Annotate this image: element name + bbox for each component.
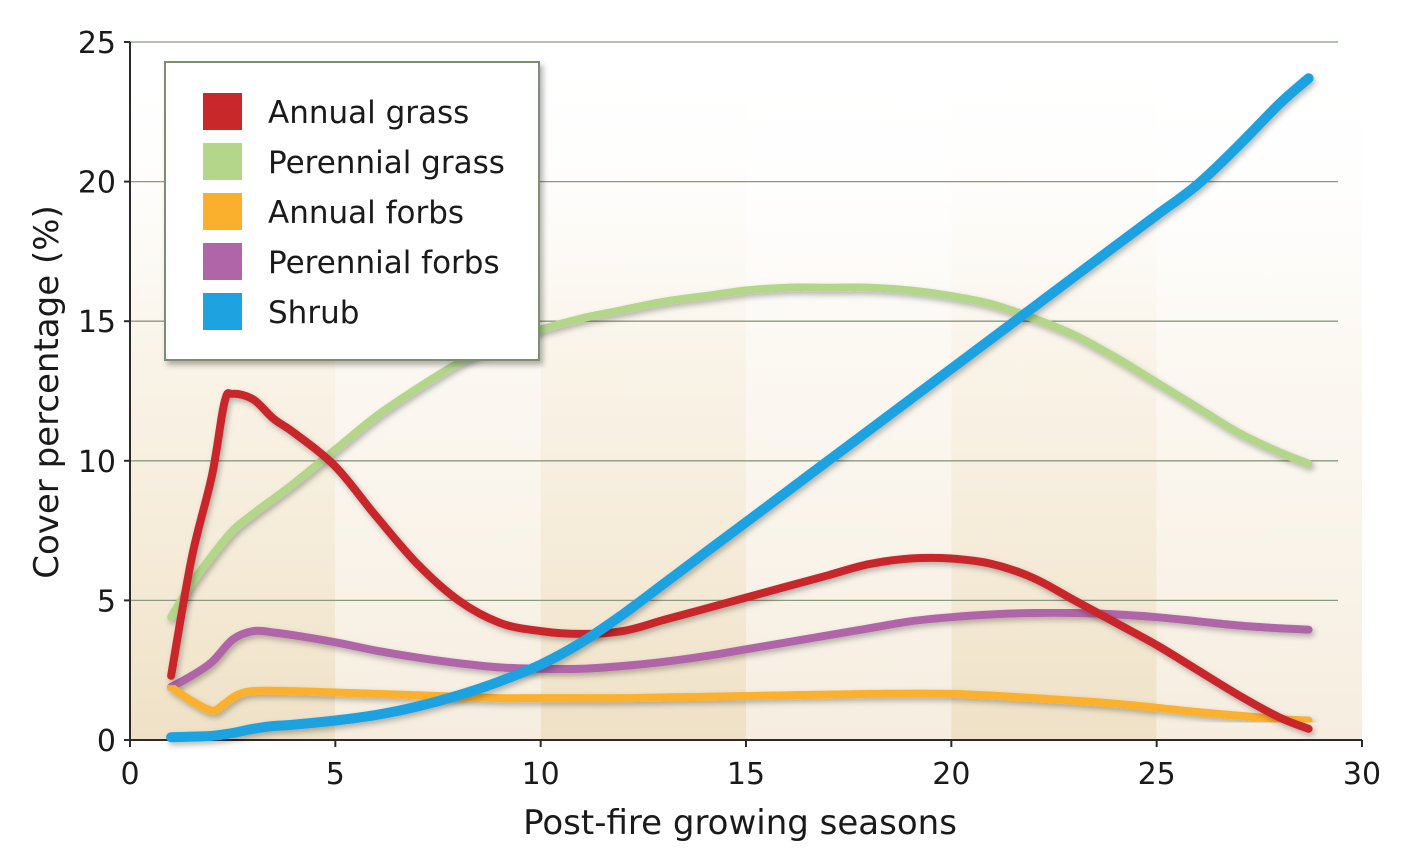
legend-swatch-perennial-grass bbox=[203, 143, 242, 180]
y-tick-label: 25 bbox=[78, 26, 116, 61]
background-band bbox=[951, 52, 1157, 740]
x-axis-title: Post-fire growing seasons bbox=[523, 803, 957, 843]
series-lines bbox=[166, 73, 1314, 743]
x-tick-label: 15 bbox=[727, 757, 765, 792]
legend-label-annual-forbs: Annual forbs bbox=[268, 195, 464, 231]
legend-swatch-annual-grass bbox=[203, 93, 242, 130]
x-tick-label: 5 bbox=[326, 757, 345, 792]
y-axis-title: Cover percentage (%) bbox=[27, 205, 67, 579]
legend-label-perennial-forbs: Perennial forbs bbox=[268, 245, 500, 281]
series-line-shrub bbox=[166, 73, 1314, 743]
series-line-perennial-forbs bbox=[167, 608, 1313, 691]
legend-label-annual-grass: Annual grass bbox=[268, 95, 469, 131]
legend-swatch-annual-forbs bbox=[203, 193, 242, 230]
legend-swatch-perennial-forbs bbox=[203, 243, 242, 280]
series-line-annual-forbs bbox=[167, 683, 1313, 725]
x-tick-label: 10 bbox=[522, 757, 560, 792]
x-tick-label: 25 bbox=[1138, 757, 1176, 792]
series-line-annual-grass bbox=[167, 389, 1313, 733]
y-axis-ticks: 0 5 10 15 20 25 bbox=[78, 26, 130, 759]
series-line-perennial-grass bbox=[167, 283, 1313, 622]
legend-swatch-shrub bbox=[203, 293, 242, 330]
legend-label-shrub: Shrub bbox=[268, 295, 359, 331]
legend: Annual grass Perennial grass Annual forbs P… bbox=[164, 61, 540, 361]
y-tick-label: 15 bbox=[78, 305, 116, 340]
x-tick-label: 0 bbox=[120, 757, 139, 792]
background-band bbox=[1156, 52, 1362, 740]
x-tick-label: 30 bbox=[1343, 757, 1381, 792]
y-tick-label: 0 bbox=[97, 724, 116, 759]
legend-label-perennial-grass: Perennial grass bbox=[268, 145, 505, 181]
x-tick-label: 20 bbox=[932, 757, 970, 792]
y-tick-label: 20 bbox=[78, 166, 116, 201]
x-axis-ticks: 0 5 10 15 20 25 30 bbox=[120, 740, 1381, 792]
y-tick-label: 10 bbox=[78, 445, 116, 480]
y-tick-label: 5 bbox=[97, 584, 116, 619]
